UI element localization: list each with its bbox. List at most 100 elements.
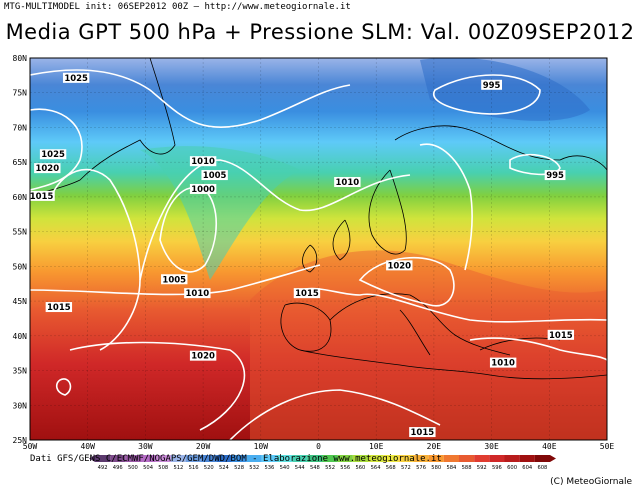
colorbar-label: 552: [325, 465, 335, 470]
colorbar-swatch: [337, 455, 353, 462]
colorbar-label: 564: [371, 465, 382, 470]
colorbar-label: 600: [507, 465, 517, 470]
colorbar-swatch: [95, 455, 111, 462]
isobar-label-bg: [386, 260, 413, 271]
lon-label: 10W: [254, 442, 269, 451]
lon-label: 30E: [484, 442, 499, 451]
colorbar-swatch: [277, 455, 293, 462]
lat-label: 25N: [13, 436, 28, 445]
colorbar-label: 596: [492, 465, 502, 470]
colorbar-label: 556: [340, 465, 350, 470]
lon-label: 30W: [138, 442, 153, 451]
isobars: [30, 69, 607, 440]
isobar-label: 995: [483, 81, 501, 91]
colorbar-swatch: [519, 455, 535, 462]
colorbar-label: 572: [401, 465, 411, 470]
colorbar-swatch: [216, 455, 232, 462]
lat-label: 45N: [13, 297, 28, 306]
copyright-notice: (C) MeteoGiornale: [550, 477, 632, 487]
gpt-field: [30, 58, 607, 440]
colorbar-label: 536: [264, 465, 274, 470]
isobar-label-bg: [189, 350, 217, 361]
colorbar-swatch: [292, 455, 308, 462]
lon-label: 50W: [23, 442, 38, 451]
colorbar-swatch: [534, 455, 550, 462]
colorbar-swatch: [398, 455, 414, 462]
colorbar-label: 584: [446, 465, 457, 470]
colorbar-label: 508: [158, 465, 168, 470]
colorbar-min-arrow: [89, 455, 95, 462]
colorbar-swatch: [459, 455, 475, 462]
colorbar-swatch: [428, 455, 444, 462]
isobar-label: 1015: [549, 331, 573, 341]
lat-label: 60N: [13, 193, 28, 202]
isobar-label-bg: [189, 183, 217, 194]
isobar-label: 1005: [203, 171, 227, 181]
data-credits: Dati GFS/GENS C/ECMWF/NOGAPS/GEM/DWD/BOM…: [30, 454, 442, 464]
colorbar-label: 528: [234, 465, 244, 470]
colorbar-swatch: [383, 455, 399, 462]
isobar-label: 1015: [47, 303, 71, 313]
colorbar-swatch: [155, 455, 171, 462]
colorbar-label: 496: [113, 465, 123, 470]
isobar-label-bg: [481, 79, 502, 90]
isobar-label: 1000: [191, 185, 215, 195]
isobar-label-bg: [34, 163, 61, 174]
isobar-label: 1020: [191, 352, 215, 362]
colorbar-swatch: [246, 455, 262, 462]
isobar-label: 1010: [185, 289, 209, 299]
isobar-label-bg: [184, 288, 211, 299]
isobar-label-bg: [544, 170, 566, 181]
isobar-label: 1015: [411, 428, 435, 438]
lat-label: 55N: [13, 228, 28, 237]
lon-label: 20E: [427, 442, 442, 451]
map-title: Media GPT 500 hPa + Pressione SLM: Val. …: [5, 20, 635, 44]
lat-label: 40N: [13, 332, 28, 341]
isobar-label-bg: [161, 274, 188, 285]
colorbar-label: 520: [204, 465, 214, 470]
lon-label: 50E: [600, 442, 615, 451]
colorbar-swatch: [231, 455, 247, 462]
isobar-label-bg: [45, 302, 73, 313]
colorbar-label: 524: [219, 465, 230, 470]
colorbar-label: 532: [249, 465, 259, 470]
colorbar-label: 576: [416, 465, 426, 470]
colorbar-swatch: [186, 455, 202, 462]
lat-label: 70N: [13, 123, 28, 132]
isobar-label: 1015: [295, 289, 319, 299]
north-low-blob: [420, 58, 590, 121]
lon-label: 10E: [369, 442, 384, 451]
lon-label: 40W: [80, 442, 95, 451]
plot-frame: [29, 57, 608, 441]
colorbar-swatch: [489, 455, 505, 462]
colorbar-label: 500: [128, 465, 138, 470]
isobar-label: 995: [546, 171, 564, 181]
colorbar-label: 540: [280, 465, 290, 470]
colorbar-label: 492: [98, 465, 108, 470]
isobar-label-bg: [489, 357, 517, 368]
isobar-label: 1005: [162, 275, 186, 285]
isobar-label: 1025: [64, 74, 88, 84]
isobar-label-bg: [39, 149, 67, 160]
colorbar-swatch: [368, 455, 384, 462]
colorbar-label: 568: [386, 465, 396, 470]
colorbar-swatch: [322, 455, 338, 462]
lon-label: 40E: [542, 442, 557, 451]
isobar-label-bg: [409, 427, 436, 438]
isobar-label: 1020: [387, 261, 411, 271]
isobar-label-bg: [547, 329, 575, 340]
lon-label: 20W: [196, 442, 211, 451]
colorbar-label: 560: [355, 465, 365, 470]
european-ridge: [250, 250, 607, 440]
isobar-label: 1010: [491, 359, 515, 369]
isobar-label-bg: [30, 190, 55, 201]
colorbar-swatch: [504, 455, 520, 462]
isobar-label-bg: [293, 288, 321, 299]
longitude-labels: 50W 40W 30W 20W 10W 0 10E 20E 30E 40E 50E: [23, 442, 615, 451]
colorbar: 492 496 500 504 508 512 516 520 524 528 532 536 540 5…: [89, 455, 556, 470]
lat-label: 80N: [13, 54, 28, 63]
colorbar-swatch: [352, 455, 368, 462]
colorbar-max-arrow: [550, 455, 556, 462]
isobar-label-bg: [189, 156, 217, 167]
colorbar-swatch: [307, 455, 323, 462]
